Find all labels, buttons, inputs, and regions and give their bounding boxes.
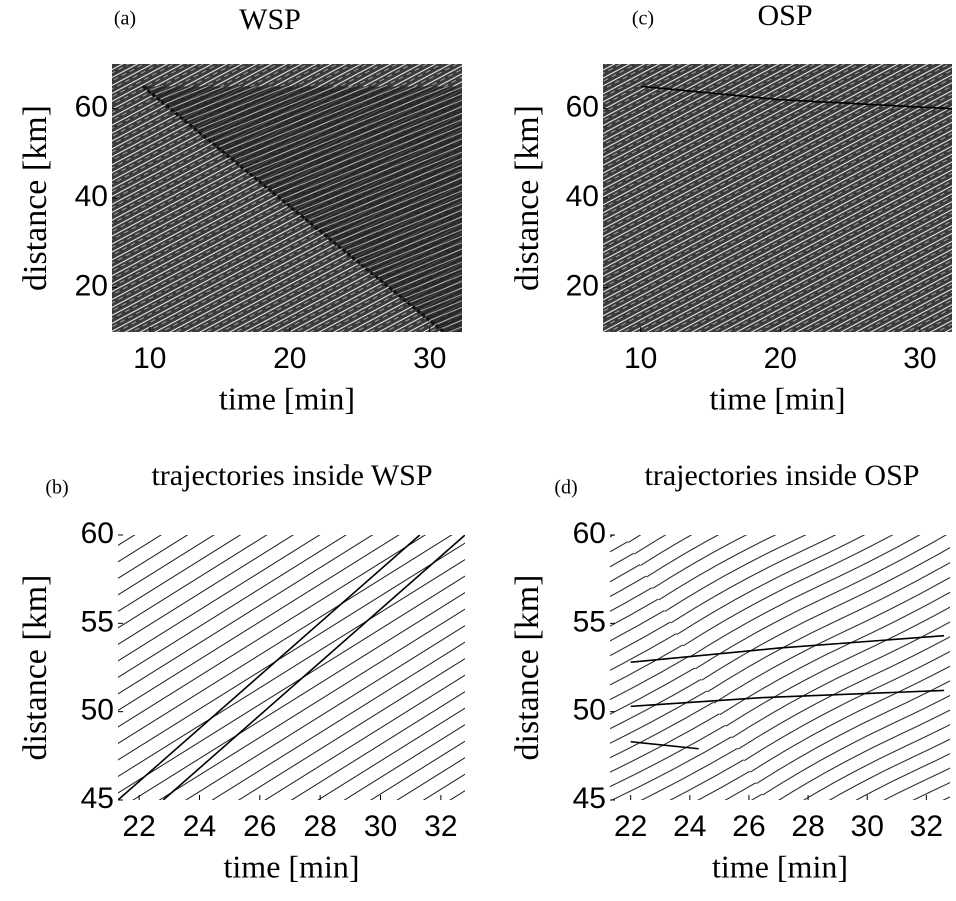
x-tick-label: 20: [273, 342, 306, 375]
y-tick-label: 20: [75, 269, 108, 302]
x-tick-label: 32: [424, 810, 457, 843]
x-axis-label: time [min]: [710, 380, 846, 416]
panel-label: (d): [554, 477, 577, 499]
plot-texture: [118, 535, 465, 800]
x-tick-label: 30: [364, 810, 397, 843]
x-tick-label: 22: [122, 810, 155, 843]
panel-title: WSP: [239, 3, 301, 36]
x-tick-label: 30: [413, 342, 446, 375]
trajectory: [630, 689, 945, 708]
panel-label: (c): [632, 8, 654, 30]
trajectory: [141, 85, 445, 332]
x-tick-label: 32: [910, 810, 943, 843]
y-tick-label: 55: [573, 605, 606, 638]
panel-title: trajectories inside OSP: [645, 459, 920, 492]
trajectory: [640, 85, 952, 110]
y-tick-label: 60: [81, 517, 114, 550]
x-tick-label: 10: [133, 342, 166, 375]
y-tick-label: 50: [81, 694, 114, 727]
y-tick-label: 60: [75, 91, 108, 124]
x-tick-label: 10: [624, 342, 657, 375]
plot-texture: [603, 64, 952, 332]
panel-title: OSP: [757, 0, 812, 32]
trajectory: [162, 535, 465, 800]
y-axis-label: distance [km]: [17, 105, 54, 291]
x-axis-label: time [min]: [219, 380, 355, 416]
x-tick-label: 30: [851, 810, 884, 843]
y-tick-label: 60: [566, 91, 599, 124]
x-tick-label: 30: [903, 342, 936, 375]
y-tick-label: 55: [81, 605, 114, 638]
x-tick-label: 24: [673, 810, 706, 843]
y-tick-label: 45: [81, 782, 114, 815]
x-tick-label: 24: [183, 810, 216, 843]
x-axis-label: time [min]: [224, 848, 360, 884]
trajectory: [118, 535, 421, 800]
x-tick-label: 28: [303, 810, 336, 843]
series-group: [630, 634, 945, 750]
y-tick-label: 40: [75, 180, 108, 213]
trajectory: [630, 634, 945, 663]
y-axis-label: distance [km]: [17, 575, 54, 761]
panel-label: (a): [114, 8, 136, 30]
series-group: [141, 85, 445, 332]
x-tick-label: 26: [243, 810, 276, 843]
x-tick-label: 26: [732, 810, 765, 843]
panel-title: trajectories inside WSP: [151, 459, 432, 492]
y-tick-label: 45: [573, 782, 606, 815]
x-tick-label: 22: [614, 810, 647, 843]
x-axis-label: time [min]: [712, 848, 848, 884]
x-tick-label: 28: [791, 810, 824, 843]
trajectory: [630, 740, 699, 750]
x-tick-label: 20: [764, 342, 797, 375]
y-tick-label: 50: [573, 694, 606, 727]
y-tick-label: 20: [566, 269, 599, 302]
y-tick-label: 60: [573, 517, 606, 550]
panel-label: (b): [45, 477, 68, 499]
series-group: [118, 535, 465, 800]
plot-texture: [610, 535, 950, 800]
y-tick-label: 40: [566, 180, 599, 213]
congested-region: [142, 86, 462, 332]
y-axis-label: distance [km]: [509, 575, 546, 761]
series-group: [640, 85, 952, 110]
y-axis-label: distance [km]: [509, 105, 546, 291]
